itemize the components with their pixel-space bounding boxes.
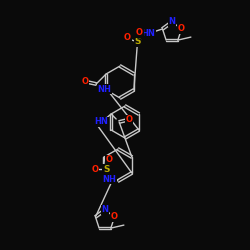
Text: O: O — [124, 34, 131, 42]
Text: S: S — [134, 38, 141, 46]
Text: O: O — [106, 156, 113, 164]
Text: S: S — [103, 164, 110, 173]
Text: O: O — [126, 116, 133, 124]
Text: N: N — [168, 18, 175, 26]
Text: O: O — [178, 24, 185, 34]
Text: O: O — [111, 212, 118, 222]
Text: HN: HN — [94, 118, 108, 126]
Text: O: O — [136, 28, 143, 38]
Text: NH: NH — [97, 84, 111, 94]
Text: N: N — [102, 206, 108, 214]
Text: HN: HN — [142, 30, 156, 38]
Text: O: O — [82, 78, 89, 86]
Text: NH: NH — [102, 174, 116, 184]
Text: O: O — [92, 164, 99, 173]
